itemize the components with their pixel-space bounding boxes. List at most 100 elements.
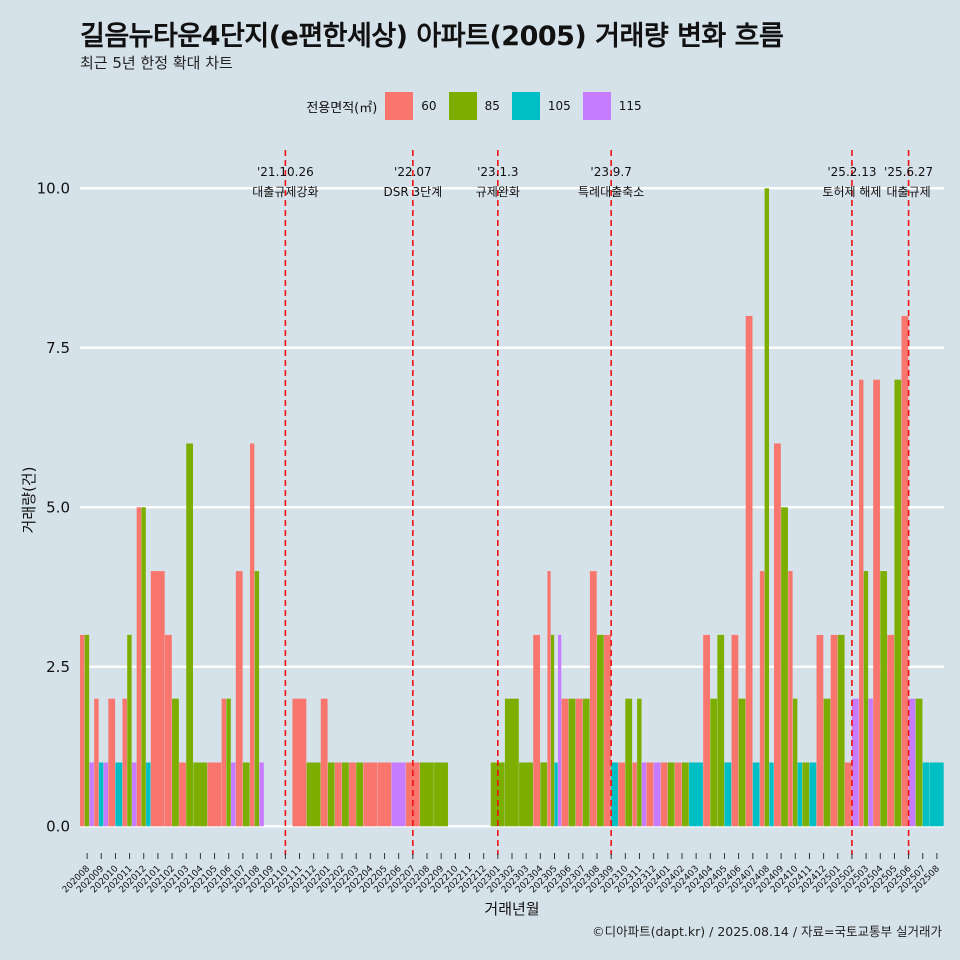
bar-105-202403	[689, 762, 703, 827]
bar-60-202503	[859, 379, 864, 827]
bar-85-202311	[637, 698, 642, 827]
bar-85-202306	[568, 698, 576, 827]
bar-115-202502	[851, 698, 859, 827]
y-tick-label: 2.5	[46, 658, 70, 676]
legend-swatch-105	[511, 92, 540, 120]
bar-85-202409	[781, 507, 788, 827]
bar-85-202203	[356, 762, 363, 827]
bar-105-202411	[809, 762, 817, 827]
bar-85-202107	[242, 762, 250, 827]
bar-85-202202	[342, 762, 349, 827]
bar-60-202404	[703, 634, 710, 827]
bar-60-202201	[320, 698, 328, 827]
bar-60-202505	[887, 634, 895, 827]
bar-60-202108	[249, 443, 255, 827]
bar-85-202504	[880, 571, 888, 827]
chart-title: 길음뉴타운4단지(e편한세상) 아파트(2005) 거래량 변화 흐름	[80, 21, 784, 52]
bar-60-202107	[235, 571, 243, 827]
bar-105-202508	[929, 762, 944, 827]
event-date-label: '22.07	[394, 165, 432, 179]
bar-85-202008	[84, 634, 90, 827]
x-axis-title: 거래년월	[484, 900, 539, 918]
bar-85-202503	[863, 571, 869, 827]
bar-115-202506	[908, 698, 916, 827]
bar-85-202106	[226, 698, 231, 827]
bar-60-202309	[604, 634, 611, 827]
bar-105-202407	[752, 762, 760, 827]
bar-85-202102	[172, 698, 179, 827]
bar-85-202307	[582, 698, 590, 827]
bar-60-202010	[108, 698, 116, 827]
legend-swatch-85	[448, 92, 477, 120]
bar-60-202406	[731, 634, 739, 827]
event-date-label: '23.1.3	[477, 165, 518, 179]
bar-85-202411	[802, 762, 810, 827]
event-date-label: '25.6.27	[884, 165, 933, 179]
bar-85-202406	[738, 698, 746, 827]
bar-85-202405	[717, 634, 725, 827]
bar-60-202409	[774, 443, 781, 827]
bar-105-202405	[724, 762, 732, 827]
bar-60-202105	[207, 762, 222, 827]
event-name-label: 특례대출축소	[578, 185, 644, 199]
bar-105-202410	[797, 762, 803, 827]
bar-85-202505	[894, 379, 902, 827]
bar-60-202103	[179, 762, 186, 827]
bar-85-202401	[667, 762, 675, 827]
event-name-label: 규제완화	[476, 185, 520, 199]
bar-85-202104	[193, 762, 208, 827]
bar-60-202305	[547, 571, 551, 827]
bar-85-202103	[186, 443, 194, 827]
bar-115-202008	[89, 762, 94, 827]
bar-60-202012	[136, 507, 142, 827]
bar-60-202111	[292, 698, 307, 827]
event-name-label: DSR 3단계	[383, 185, 442, 199]
event-date-label: '21.10.26	[257, 165, 314, 179]
bar-60-202203	[349, 762, 356, 827]
y-tick-label: 10.0	[37, 179, 70, 197]
bar-60-202412	[816, 634, 824, 827]
bar-85-202012	[141, 507, 146, 827]
bar-115-202009	[103, 762, 109, 827]
bar-60-202506	[901, 315, 909, 827]
bar-85-202108	[254, 571, 260, 827]
bar-85-202410	[792, 698, 798, 827]
bar-115-202312	[653, 762, 661, 827]
bar-60-202410	[788, 571, 793, 827]
y-tick-label: 0.0	[46, 817, 70, 835]
legend-item-105: 105	[511, 92, 571, 120]
bar-85-202201	[327, 762, 335, 827]
bar-60-202008	[80, 634, 85, 827]
bar-85-202304	[540, 762, 548, 827]
bar-60-202009	[94, 698, 99, 827]
legend-item-60: 60	[385, 92, 437, 120]
bar-60-202312	[646, 762, 654, 827]
bar-60-202307	[575, 698, 583, 827]
bar-105-202309	[611, 762, 618, 827]
bar-105-202305	[554, 762, 558, 827]
bar-115-202108	[259, 762, 264, 827]
bar-60-202102	[164, 634, 172, 827]
bar-115-202503	[868, 698, 873, 827]
bar-60-202101	[150, 571, 165, 827]
legend: 전용면적(㎡) 60 85 105 115	[0, 92, 960, 120]
bar-60-202306	[561, 698, 569, 827]
bar-85-202402	[681, 762, 689, 827]
bar-85-202308	[596, 634, 604, 827]
y-tick-label: 5.0	[46, 498, 70, 516]
bar-105-202010	[115, 762, 123, 827]
bar-115-202106	[231, 762, 236, 827]
bar-85-202112	[306, 762, 321, 827]
bar-60-202204	[363, 762, 378, 827]
legend-item-115: 115	[582, 92, 642, 120]
bar-85-202501	[837, 634, 845, 827]
bar-85-202208	[419, 762, 434, 827]
bar-60-202401	[660, 762, 668, 827]
bar-105-202507	[922, 762, 930, 827]
bar-60-202304	[533, 634, 541, 827]
bar-105-202408	[769, 762, 774, 827]
legend-label-105: 105	[547, 99, 571, 113]
bar-60-202308	[589, 571, 597, 827]
bar-85-202209	[434, 762, 448, 827]
